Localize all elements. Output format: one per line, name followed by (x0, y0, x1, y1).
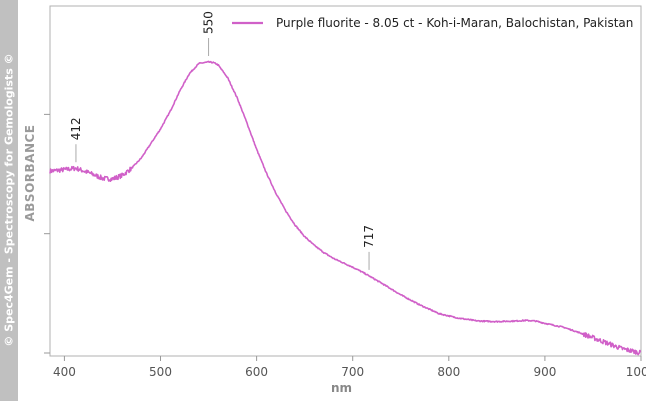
annotation-label: 717 (362, 225, 376, 248)
x-tick-label: 1000 (626, 365, 646, 379)
x-axis-label: nm (331, 381, 352, 395)
annotation-label: 550 (202, 11, 216, 34)
plot-frame (49, 5, 642, 357)
watermark-band: © Spec4Gem - Spectroscopy for Gemologist… (0, 0, 18, 401)
spectrum-line (49, 60, 642, 356)
x-tick-label: 500 (149, 365, 172, 379)
x-tick-label: 400 (53, 365, 76, 379)
x-tick-label: 700 (341, 365, 364, 379)
x-tick-label: 800 (437, 365, 460, 379)
x-tick-label: 900 (533, 365, 556, 379)
legend-label: Purple fluorite - 8.05 ct - Koh-i-Maran,… (276, 16, 633, 30)
x-tick-label: 600 (245, 365, 268, 379)
annotation-label: 412 (69, 117, 83, 140)
